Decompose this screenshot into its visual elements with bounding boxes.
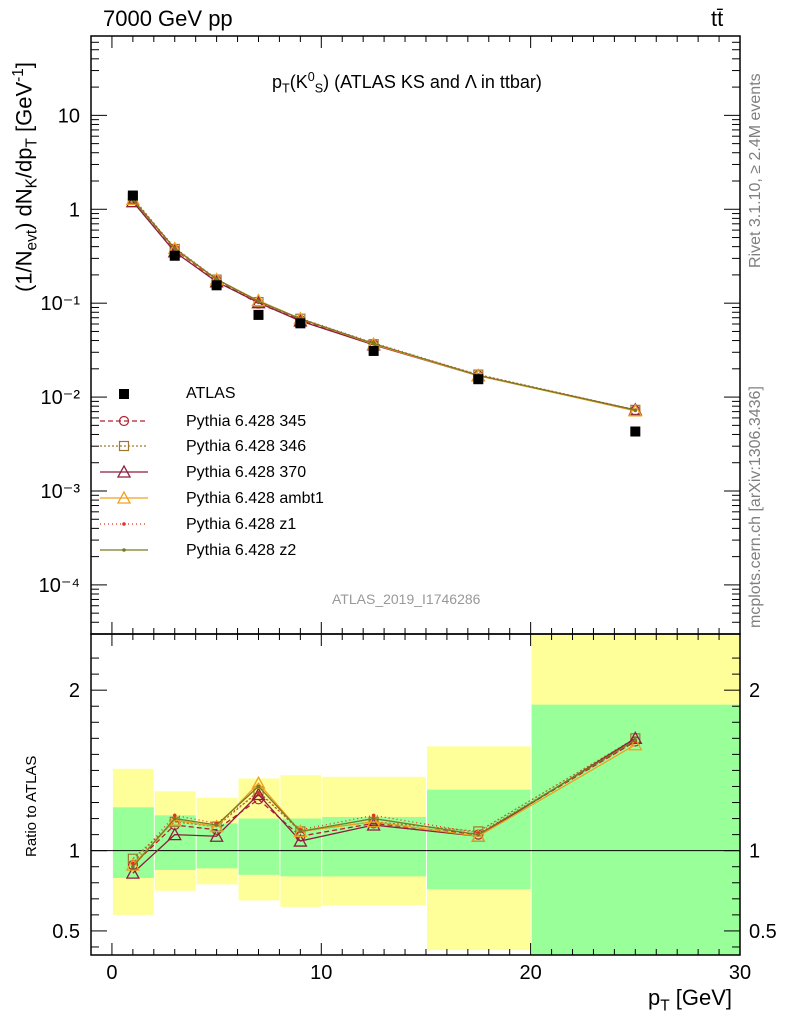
main-line-2 [132, 201, 636, 411]
legend-marker-3 [116, 490, 132, 504]
ratio-marker-3 [628, 737, 643, 751]
main-line-4 [132, 198, 636, 411]
ratio-y-tick-label: 2 [69, 680, 80, 702]
main-line-3 [132, 198, 636, 412]
y-axis-title: (1/Nevt) dNK/dpT [GeV-1] [10, 62, 41, 292]
ratio-marker-4 [371, 813, 376, 818]
legend-marker-4 [122, 522, 126, 526]
legend-marker-2 [116, 464, 132, 478]
main-marker-2 [125, 194, 140, 208]
legend-label-z2: Pythia 6.428 z2 [186, 542, 297, 559]
main-marker-5 [633, 408, 638, 412]
ratio-marker-2 [167, 827, 182, 841]
ratio-marker-3 [125, 857, 140, 871]
legend-marker-0 [118, 415, 130, 427]
main-marker-5 [172, 246, 177, 251]
legend-label-345: Pythia 6.428 345 [186, 413, 307, 430]
ratio-marker-5 [214, 823, 219, 827]
band-inner-3 [238, 818, 280, 875]
ratio-marker-4 [131, 861, 135, 866]
atlas-data-points [127, 190, 641, 437]
ratio-marker-4 [256, 791, 261, 795]
ratio-line-5 [132, 739, 636, 868]
ratio-marker-5 [476, 832, 481, 837]
ratio-uncertainty-bands [112, 634, 740, 955]
main-y-tick-label: 10⁻¹ [41, 293, 81, 315]
main-marker-5 [371, 341, 376, 346]
ratio-marker-2 [209, 828, 224, 842]
legend-marker-1 [118, 440, 130, 452]
main-marker-3 [628, 403, 643, 417]
main-y-tick-label: 10 [58, 105, 80, 127]
main-y-tick-label: 10⁻² [41, 387, 81, 409]
legend-label-ambt1: Pythia 6.428 ambt1 [186, 490, 324, 507]
legend-label-346: Pythia 6.428 346 [186, 438, 307, 455]
main-marker-5 [214, 277, 219, 282]
atlas-point [295, 318, 306, 329]
ratio-y-tick-label: 1 [69, 841, 80, 863]
band-inner-1 [154, 815, 196, 870]
ratio-y-tick-label: 0.5 [52, 921, 80, 943]
ratio-line-3 [132, 744, 636, 866]
ratio-line-1 [132, 737, 636, 860]
main-marker-5 [256, 299, 261, 303]
plot-title: pT(K0S) (ATLAS KS and Λ in ttbar) [272, 70, 542, 96]
ratio-marker-5 [371, 816, 376, 821]
axis-ticks: 0 10 20 30 10⁻⁴ 10⁻³ 10⁻² 10⁻¹ 1 10 0.5 0.5 1 1 2 2 [39, 35, 777, 984]
ratio-y-tick-label-right: 2 [749, 680, 760, 702]
ratio-marker-5 [131, 864, 135, 869]
atlas-point [127, 190, 138, 201]
legend-label-370: Pythia 6.428 370 [186, 464, 307, 481]
ratio-y-tick-label-right: 1 [749, 841, 760, 863]
ratio-marker-3 [209, 819, 224, 833]
ratio-frame-border [90, 633, 741, 956]
main-line-5 [132, 199, 636, 411]
ratio-axis-title: Ratio to ATLAS [23, 755, 40, 857]
main-y-tick-label: 10⁻³ [41, 481, 81, 503]
main-line-0 [132, 198, 636, 411]
ratio-panel-frame [90, 633, 741, 956]
legend-label-z1: Pythia 6.428 z1 [186, 516, 297, 533]
x-tick-label: 0 [106, 962, 117, 984]
ratio-marker-4 [172, 813, 177, 818]
atlas-point [211, 280, 222, 291]
ratio-series [125, 730, 643, 879]
header-process: tt̄ [711, 6, 724, 31]
main-series [125, 192, 643, 417]
analysis-label: ATLAS_2019_I1746286 [332, 591, 481, 607]
legend-label-atlas: ATLAS [186, 385, 236, 402]
ratio-marker-5 [298, 829, 303, 834]
ratio-marker-2 [251, 787, 266, 801]
x-tick-label: 20 [520, 962, 542, 984]
atlas-point [253, 309, 264, 320]
legend-markers [100, 389, 148, 552]
rivet-version-label: Rivet 3.1.10, ≥ 2.4M events [747, 73, 764, 268]
ratio-marker-5 [633, 738, 638, 742]
atlas-point [473, 374, 484, 385]
atlas-point [368, 345, 379, 356]
ratio-marker-3 [471, 828, 486, 842]
atlas-point [169, 250, 180, 261]
ratio-marker-2 [366, 817, 381, 831]
mcplots-label: mcplots.cern.ch [arXiv:1306.3436] [747, 386, 764, 628]
ratio-y-tick-label-right: 0.5 [749, 921, 777, 943]
x-tick-label: 10 [310, 962, 332, 984]
ratio-marker-3 [366, 814, 381, 828]
ratio-marker-5 [256, 784, 261, 789]
ratio-marker-5 [172, 816, 177, 821]
main-y-tick-label: 10⁻⁴ [39, 575, 80, 597]
header-energy: 7000 GeV pp [103, 6, 233, 31]
x-axis-title: pT [GeV] [648, 985, 733, 1015]
atlas-point [630, 426, 641, 437]
legend-marker-5 [122, 548, 126, 552]
ratio-marker-2 [125, 865, 140, 879]
ratio-marker-2 [293, 833, 308, 847]
main-y-tick-label: 1 [69, 199, 80, 221]
legend-marker-atlas [119, 389, 129, 399]
main-line-1 [132, 197, 636, 411]
x-tick-label: 30 [729, 962, 751, 984]
